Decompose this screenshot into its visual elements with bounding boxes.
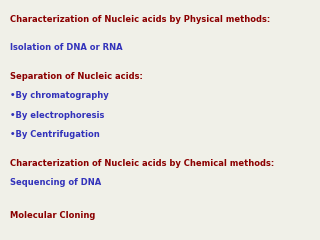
Text: Characterization of Nucleic acids by Physical methods:: Characterization of Nucleic acids by Phy… <box>10 15 270 24</box>
Text: •By chromatography: •By chromatography <box>10 91 108 101</box>
Text: Sequencing of DNA: Sequencing of DNA <box>10 178 101 187</box>
Text: •By electrophoresis: •By electrophoresis <box>10 111 104 120</box>
Text: Separation of Nucleic acids:: Separation of Nucleic acids: <box>10 72 142 81</box>
Text: •By Centrifugation: •By Centrifugation <box>10 130 99 139</box>
Text: Characterization of Nucleic acids by Chemical methods:: Characterization of Nucleic acids by Che… <box>10 159 274 168</box>
Text: Molecular Cloning: Molecular Cloning <box>10 211 95 221</box>
Text: Isolation of DNA or RNA: Isolation of DNA or RNA <box>10 43 122 53</box>
